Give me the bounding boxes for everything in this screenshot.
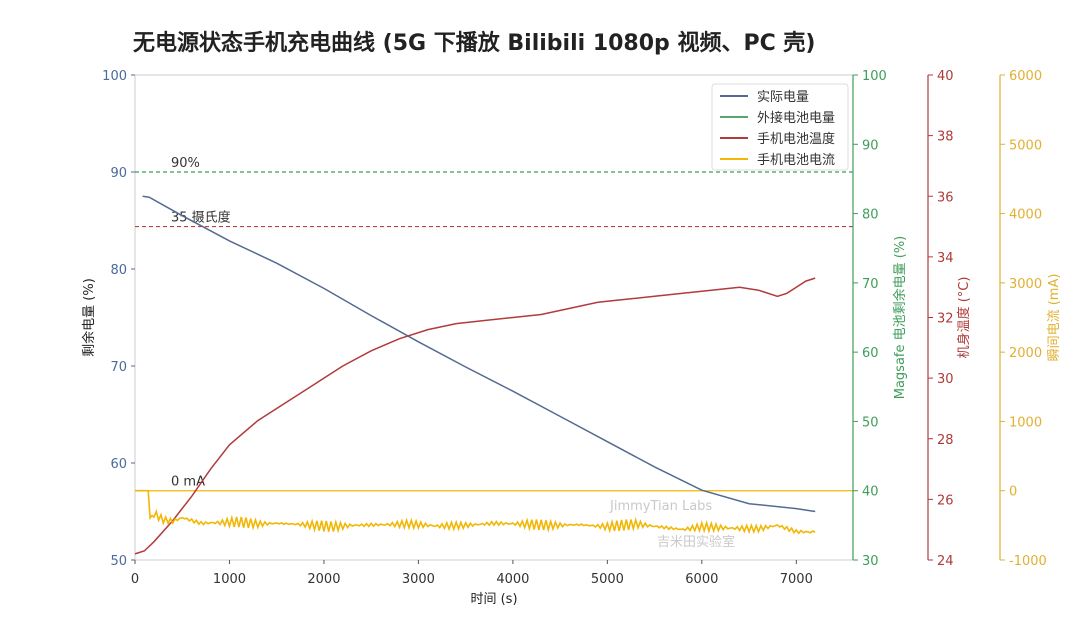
x-tick-label: 0 — [131, 572, 139, 587]
left-tick-label: 100 — [102, 69, 127, 84]
right1-tick-label: 90 — [862, 138, 879, 153]
x-tick-label: 5000 — [591, 572, 624, 587]
right1-tick-label: 80 — [862, 208, 879, 223]
x-tick-label: 6000 — [685, 572, 718, 587]
right3-tick-label: 4000 — [1009, 208, 1042, 223]
legend-box — [711, 83, 849, 171]
left-tick-label: 60 — [110, 457, 127, 472]
right2-tick-label: 28 — [937, 433, 954, 448]
right2-tick-label: 30 — [937, 372, 954, 387]
right1-tick-label: 60 — [862, 346, 879, 361]
series-layer — [134, 195, 816, 555]
left-tick-label: 90 — [110, 166, 127, 181]
right3-tick-label: -1000 — [1009, 554, 1047, 569]
reference-line-label: 0 mA — [171, 475, 205, 490]
right3-tick-label: 3000 — [1009, 277, 1042, 292]
right2-tick-label: 36 — [937, 190, 954, 205]
series-line-2 — [134, 277, 816, 555]
legend-entry-3: 手机电池电流 — [757, 153, 835, 168]
x-tick-label: 7000 — [780, 572, 813, 587]
watermark-line-2: 吉米田实验室 — [657, 534, 735, 550]
x-tick-label: 2000 — [307, 572, 340, 587]
chart-title: 无电源状态手机充电曲线 (5G 下播放 Bilibili 1080p 视频、PC… — [133, 30, 815, 56]
right2-tick-label: 38 — [937, 130, 954, 145]
left-axis-label: 剩余电量 (%) — [81, 278, 97, 357]
left-tick-label: 50 — [110, 554, 127, 569]
legend-entry-2: 手机电池温度 — [757, 131, 835, 147]
series-line-0 — [142, 195, 816, 513]
right3-tick-label: 2000 — [1009, 346, 1042, 361]
right2-tick-label: 34 — [937, 251, 954, 266]
x-tick-label: 3000 — [402, 572, 435, 587]
reference-line-label: 90% — [171, 156, 200, 171]
right1-tick-label: 100 — [862, 69, 887, 84]
reference-line-label: 35 摄氏度 — [171, 210, 231, 226]
right2-tick-label: 24 — [937, 554, 954, 569]
right3-tick-label: 1000 — [1009, 415, 1042, 430]
left-tick-label: 80 — [110, 263, 127, 278]
right3-tick-label: 5000 — [1009, 138, 1042, 153]
left-tick-label: 70 — [110, 360, 127, 375]
legend-entry-1: 外接电池电量 — [757, 110, 835, 126]
reference-lines: 90% 35 摄氏度 0 mA — [135, 156, 853, 492]
right3-tick-label: 6000 — [1009, 69, 1042, 84]
right1-tick-label: 30 — [862, 554, 879, 569]
right1-tick-label: 70 — [862, 277, 879, 292]
right3-axis-label: 瞬间电流 (mA) — [1047, 274, 1062, 362]
right1-axis-label: Magsafe 电池剩余电量 (%) — [892, 236, 908, 400]
legend-entry-0: 实际电量 — [757, 90, 809, 105]
right2-tick-label: 40 — [937, 69, 954, 84]
right1-tick-label: 40 — [862, 485, 879, 500]
x-axis-label: 时间 (s) — [470, 592, 517, 607]
right2-tick-label: 26 — [937, 493, 954, 508]
x-tick-label: 4000 — [496, 572, 529, 587]
watermark-line-1: JimmyTian Labs — [609, 499, 712, 514]
watermark: JimmyTian Labs 吉米田实验室 — [609, 499, 735, 550]
right2-tick-label: 32 — [937, 312, 954, 327]
right1-tick-label: 50 — [862, 415, 879, 430]
series-line-3 — [135, 489, 816, 535]
right3-tick-label: 0 — [1009, 485, 1017, 500]
right2-axis-label: 机身温度 (°C) — [956, 277, 972, 359]
x-tick-label: 1000 — [213, 572, 246, 587]
